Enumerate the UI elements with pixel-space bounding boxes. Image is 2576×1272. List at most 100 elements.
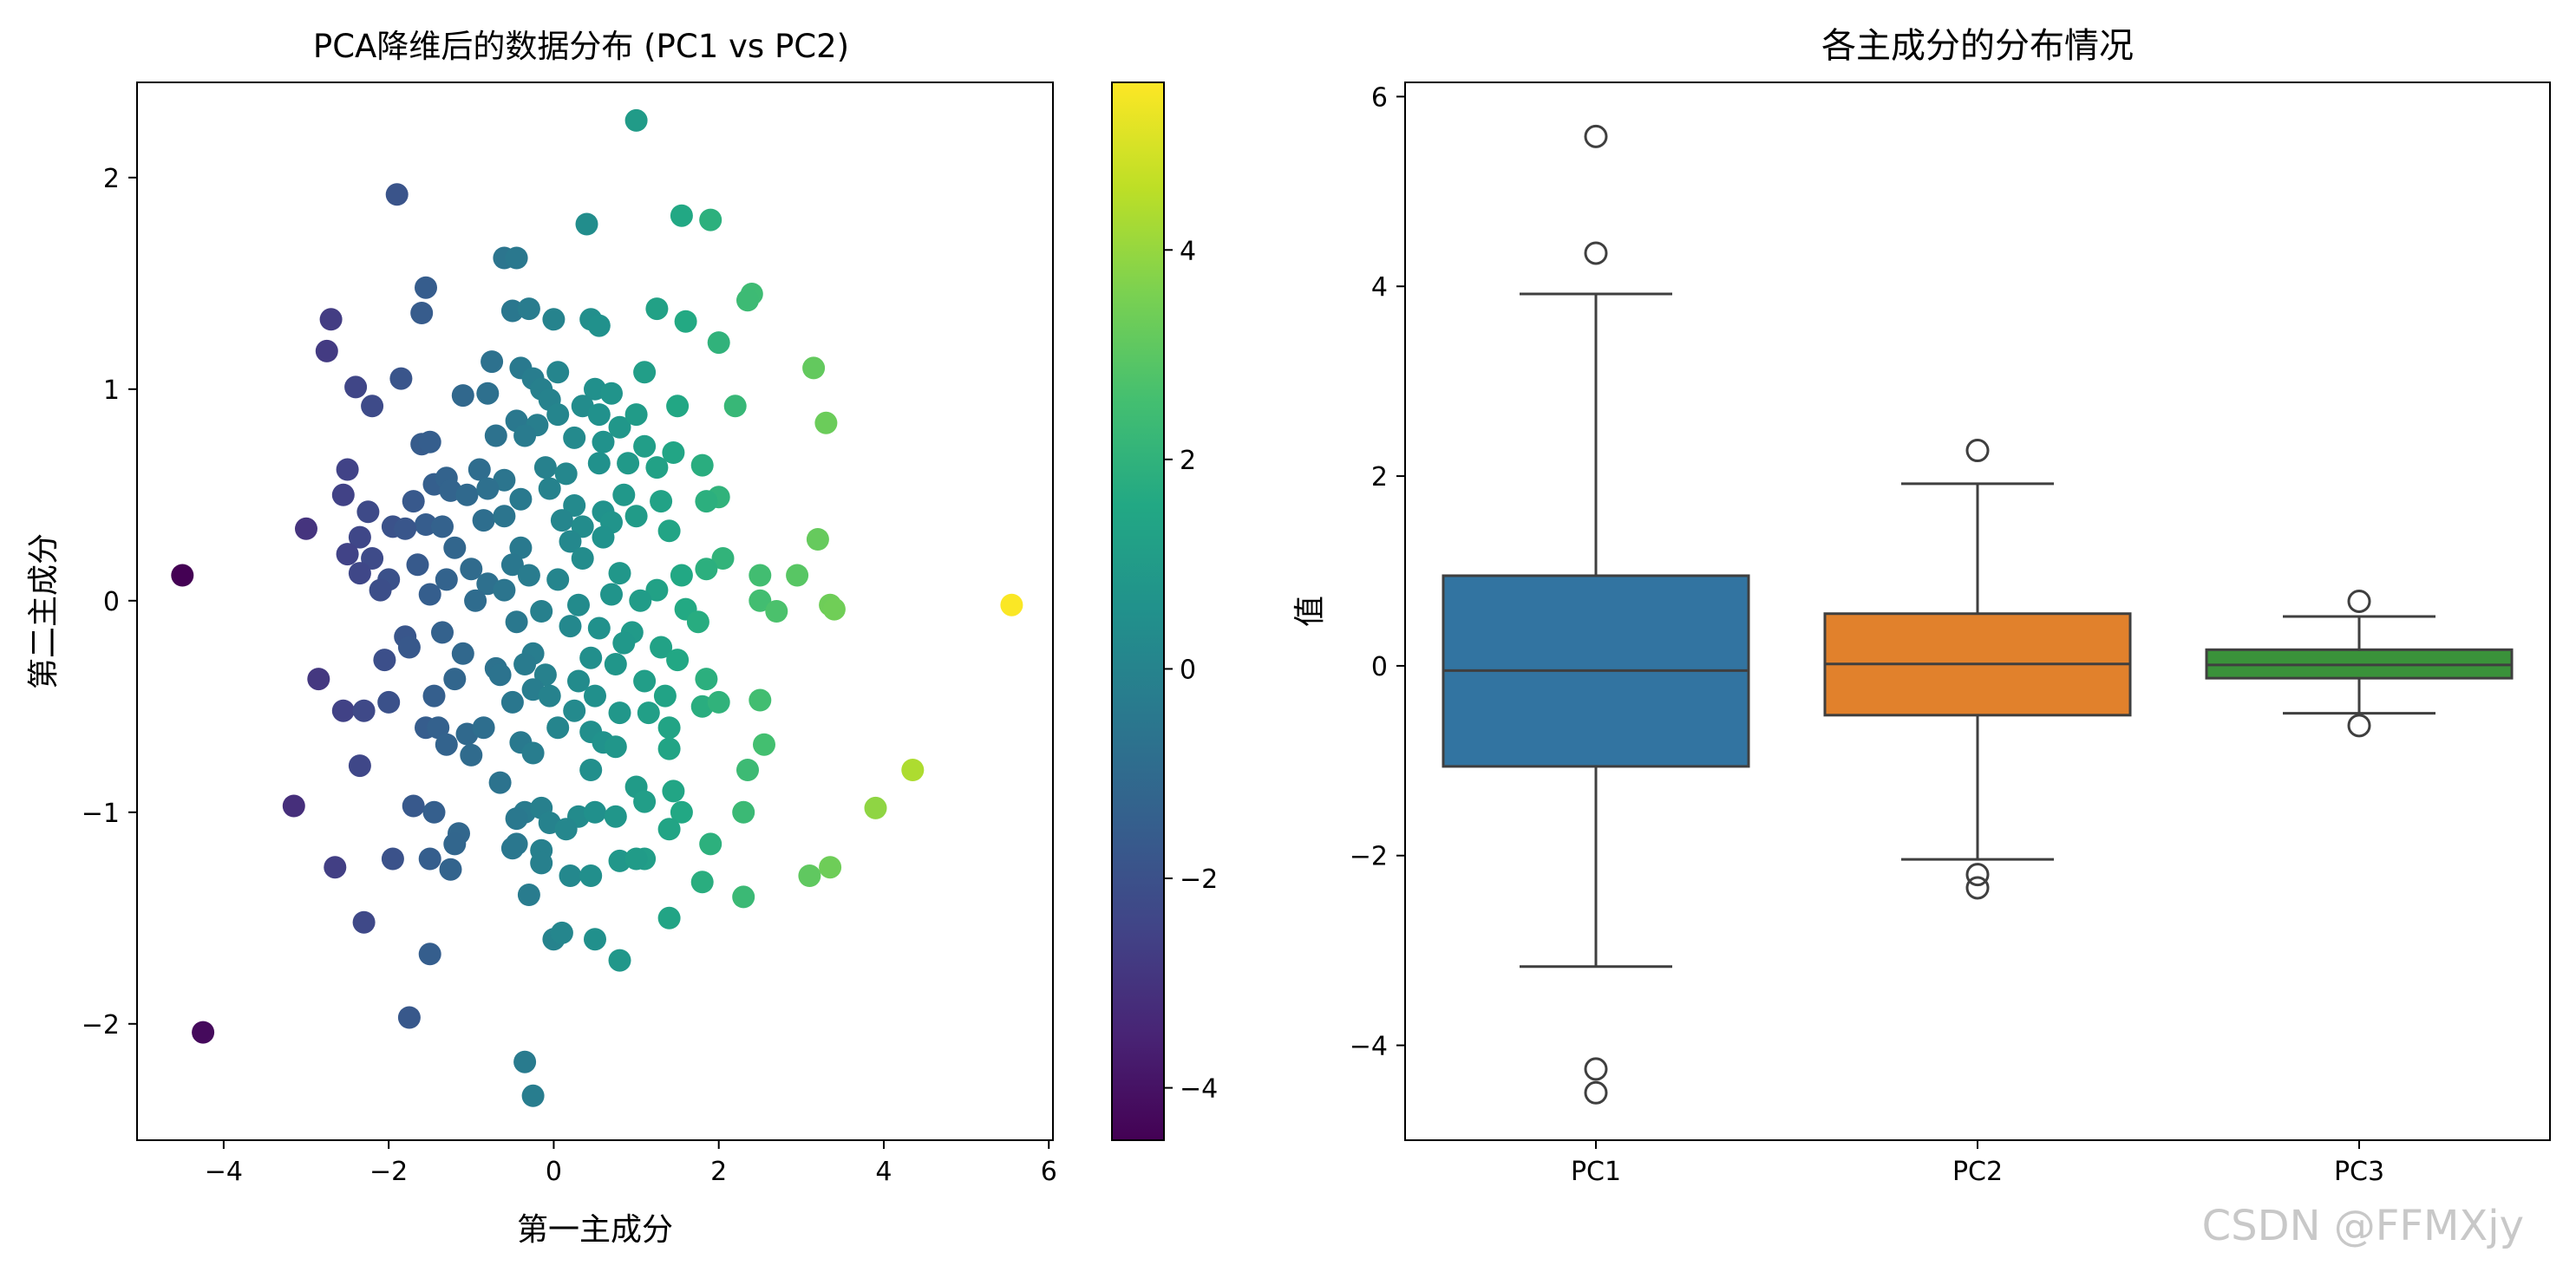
- scatter-point: [418, 430, 441, 453]
- scatter-point: [554, 818, 578, 841]
- scatter-point: [901, 759, 925, 781]
- scatter-point: [657, 737, 681, 760]
- scatter-point: [707, 690, 730, 714]
- scatter-x-tick-label: 0: [546, 1157, 562, 1187]
- scatter-x-tick-label: 4: [875, 1157, 892, 1187]
- scatter-point: [546, 568, 570, 591]
- scatter-point: [662, 441, 685, 464]
- scatter-point: [427, 716, 450, 740]
- scatter-point: [736, 289, 759, 312]
- scatter-point: [476, 382, 500, 405]
- scatter-point: [624, 403, 648, 427]
- scatter-point: [674, 310, 697, 333]
- scatter-point: [645, 297, 669, 321]
- boxplot-boxes: [1442, 124, 2514, 1105]
- scatter-point: [629, 589, 652, 612]
- box-outlier: [1965, 863, 1990, 887]
- scatter-point: [579, 646, 603, 669]
- scatter-point: [546, 361, 570, 384]
- scatter-point: [612, 483, 636, 506]
- scatter-point: [315, 339, 338, 362]
- scatter-x-tick-label: −4: [205, 1157, 243, 1187]
- scatter-point: [690, 453, 714, 477]
- boxplot-x-tick-label: PC1: [1571, 1157, 1621, 1187]
- scatter-point: [723, 395, 747, 418]
- scatter-point: [542, 308, 566, 331]
- scatter-y-tick-label: 2: [103, 164, 120, 194]
- scatter-point: [307, 668, 330, 691]
- scatter-point: [521, 1084, 545, 1107]
- scatter-point: [567, 669, 590, 693]
- scatter-point: [464, 589, 487, 612]
- scatter-point: [559, 864, 582, 887]
- scatter-point: [567, 593, 590, 616]
- scatter-chart: PCA降维后的数据分布 (PC1 vs PC2) −4 −2 0 2 4 6 −2 −1 0 1…: [26, 28, 1057, 1248]
- scatter-point: [402, 490, 425, 513]
- scatter-point: [472, 509, 495, 532]
- scatter-point: [765, 600, 788, 623]
- scatter-point: [546, 403, 570, 427]
- scatter-point: [493, 578, 516, 602]
- scatter-point: [513, 1050, 537, 1073]
- scatter-point: [657, 906, 681, 930]
- scatter-point: [584, 684, 606, 708]
- scatter-point: [550, 921, 573, 944]
- scatter-point: [563, 426, 586, 449]
- scatter-point: [736, 759, 759, 781]
- scatter-point: [584, 928, 606, 951]
- scatter-point: [348, 525, 371, 549]
- scatter-point: [319, 308, 343, 331]
- boxplot-chart: 各主成分的分布情况 PC1 PC2 PC3 −4 −2 0 2 4 6 值: [1292, 26, 2551, 1187]
- watermark: CSDN @FFMXjy: [2202, 1202, 2524, 1250]
- scatter-point: [373, 649, 396, 672]
- scatter-point: [431, 515, 454, 538]
- scatter-point: [443, 536, 467, 559]
- scatter-point: [530, 851, 553, 875]
- scatter-point: [530, 600, 553, 623]
- scatter-point: [422, 684, 446, 708]
- colorbar-tick-label: 2: [1180, 446, 1196, 476]
- colorbar-tick-label: 4: [1180, 236, 1196, 266]
- scatter-point: [563, 699, 586, 722]
- scatter-point: [711, 547, 735, 570]
- scatter-point: [488, 663, 512, 687]
- scatter-point: [690, 871, 714, 894]
- scatter-point: [282, 794, 305, 818]
- scatter-point: [571, 515, 594, 538]
- scatter-point: [481, 350, 504, 374]
- scatter-point: [352, 699, 376, 722]
- scatter-point: [608, 701, 631, 725]
- scatter-point: [513, 424, 537, 447]
- scatter-point: [460, 558, 483, 581]
- boxplot-y-tick-label: 0: [1371, 652, 1388, 682]
- scatter-point: [563, 494, 586, 517]
- scatter-point: [624, 108, 648, 132]
- colorbar: −4 −2 0 2 4: [1111, 82, 1218, 1141]
- scatter-point: [633, 669, 657, 693]
- scatter-point: [538, 477, 561, 500]
- scatter-x-ticks: −4 −2 0 2 4 6: [205, 1140, 1057, 1187]
- scatter-point: [699, 208, 722, 232]
- scatter-point: [608, 415, 631, 439]
- scatter-point: [550, 509, 573, 532]
- boxplot-y-label: 值: [1292, 596, 1328, 627]
- scatter-point: [505, 246, 528, 270]
- scatter-point: [517, 884, 540, 906]
- scatter-point: [517, 297, 540, 321]
- scatter-point: [505, 610, 528, 634]
- scatter-point: [653, 684, 677, 708]
- scatter-point: [786, 564, 809, 587]
- scatter-point: [295, 517, 317, 540]
- scatter-point: [749, 589, 772, 612]
- scatter-point: [500, 690, 524, 714]
- scatter-point: [695, 668, 718, 691]
- scatter-point: [517, 564, 540, 587]
- scatter-point: [546, 716, 570, 740]
- scatter-x-tick-label: 6: [1041, 1157, 1057, 1187]
- scatter-point: [753, 733, 775, 756]
- scatter-point: [645, 578, 669, 602]
- scatter-point: [608, 849, 631, 872]
- boxplot-y-tick-label: −4: [1350, 1032, 1388, 1062]
- scatter-point: [324, 856, 347, 879]
